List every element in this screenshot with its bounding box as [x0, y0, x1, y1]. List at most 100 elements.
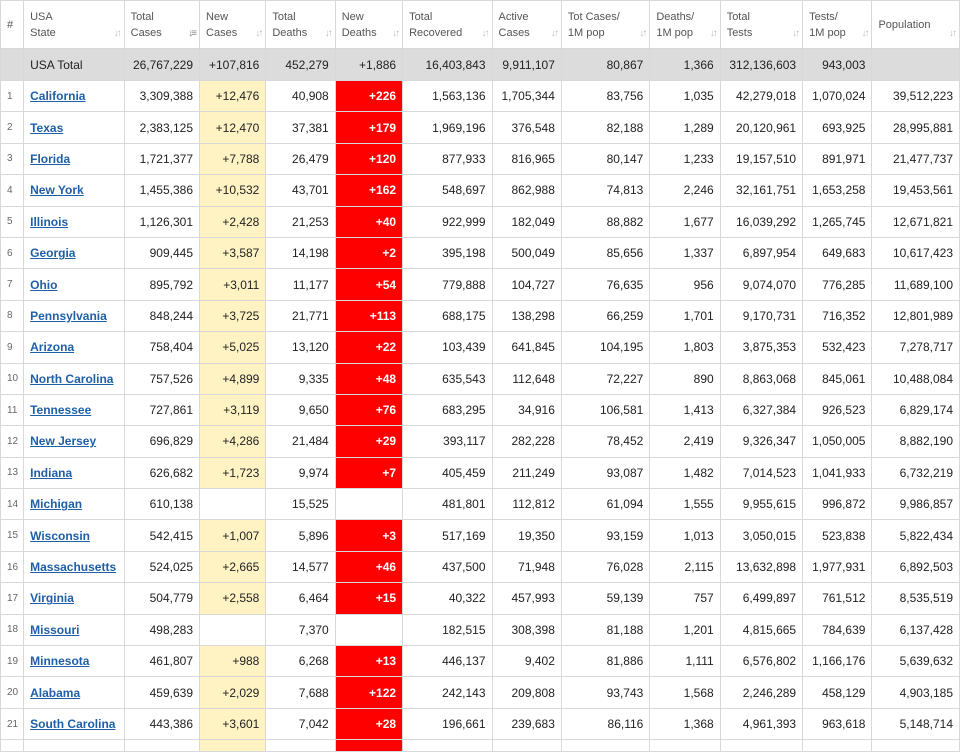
sort-arrows-icon[interactable]: ↓↑ — [255, 28, 263, 39]
total-cases-cell: 848,244 — [123, 299, 201, 333]
sort-arrows-icon[interactable]: ↓↑ — [392, 28, 400, 39]
tests-1m-cell: 784,639 — [802, 613, 873, 647]
active-cases-cell: 9,402 — [491, 645, 562, 678]
col-header-deaths-1m[interactable]: Deaths/ 1M pop ↓↑ — [649, 0, 721, 49]
table-row: 19 Minnesota 461,807 +988 6,268 +13 446,137 9,4… — [0, 645, 960, 678]
state-link[interactable]: North Carolina — [30, 371, 114, 386]
col-header-total-recovered[interactable]: Total Recovered ↓↑ — [402, 0, 493, 49]
sort-arrows-icon[interactable]: ↓↑ — [792, 28, 800, 39]
row-number: 17 — [0, 582, 25, 615]
state-link[interactable]: New Jersey — [30, 434, 97, 449]
row-number: 9 — [0, 331, 25, 364]
row-number: 2 — [0, 111, 25, 144]
sort-arrows-icon[interactable]: ↓↑ — [481, 28, 490, 39]
state-link[interactable]: Minnesota — [30, 654, 90, 669]
state-link[interactable]: Ohio — [30, 277, 58, 292]
tests-1m-cell: 761,512 — [802, 582, 873, 615]
total-deaths-cell: 21,484 — [265, 425, 336, 458]
state-cell: North Carolina — [23, 362, 125, 395]
state-link[interactable]: South Carolina — [30, 717, 116, 731]
active-cases-cell: 104,727 — [491, 268, 562, 301]
active-cases-cell: 182,049 — [491, 205, 562, 238]
sort-arrows-icon[interactable]: ↓↑ — [550, 28, 559, 39]
col-header-total-tests[interactable]: Total Tests ↓↑ — [719, 0, 804, 49]
new-deaths-cell — [334, 613, 404, 647]
state-link[interactable]: Florida — [30, 151, 71, 166]
state-link[interactable]: Michigan — [30, 497, 83, 512]
state-link[interactable]: Wisconsin — [30, 528, 91, 543]
state-link[interactable]: Massachusetts — [30, 560, 117, 575]
usa-total-row: USA Total 26,767,229 +107,816 452,279 +1… — [0, 48, 960, 81]
state-cell: Florida — [23, 142, 125, 176]
col-header-new-cases[interactable]: New Cases ↓↑ — [199, 0, 267, 49]
sort-arrows-icon[interactable]: ↓↑ — [949, 28, 957, 39]
total-recovered-cell: 548,697 — [402, 174, 493, 207]
state-link[interactable]: New York — [30, 183, 84, 198]
state-cell: Arizona — [23, 331, 125, 364]
new-deaths-cell: +40 — [334, 205, 404, 238]
sort-arrows-icon[interactable]: ↓↑ — [113, 28, 122, 39]
table-row: 5 Illinois 1,126,301 +2,428 21,253 +40 922,999… — [0, 205, 960, 238]
deaths-1m-cell: 1,337 — [649, 236, 721, 270]
col-header-tot-cases-1m[interactable]: Tot Cases/ 1M pop ↓↑ — [560, 0, 651, 49]
total-total-recovered: 16,403,843 — [402, 48, 493, 81]
state-link[interactable]: Arizona — [30, 340, 75, 355]
state-link[interactable]: Missouri — [30, 622, 80, 637]
state-link[interactable]: Illinois — [30, 214, 69, 229]
state-link[interactable]: Alabama — [30, 685, 81, 700]
col-header-total-cases[interactable]: Total Cases ↓≡ — [123, 0, 201, 49]
col-header-tests-1m[interactable]: Tests/ 1M pop ↓↑ — [802, 0, 873, 49]
total-cases-cell: 696,829 — [123, 425, 201, 458]
active-cases-cell: 376,548 — [491, 111, 562, 144]
sort-arrows-icon[interactable]: ↓↑ — [324, 28, 333, 39]
sort-arrows-icon[interactable]: ↓↑ — [861, 28, 869, 39]
total-recovered-cell: 635,543 — [402, 362, 493, 395]
new-deaths-cell: +3 — [334, 519, 404, 552]
total-recovered-cell: 1,969,196 — [402, 111, 493, 144]
population-cell: 8,535,519 — [871, 582, 960, 615]
total-recovered-cell: 481,801 — [402, 488, 493, 521]
state-link[interactable]: California — [30, 89, 86, 104]
deaths-1m-cell: 1,111 — [649, 645, 721, 678]
col-header-total-deaths[interactable]: Total Deaths ↓↑ — [265, 0, 336, 49]
state-link[interactable]: Indiana — [30, 465, 73, 480]
col-header-num[interactable]: # — [0, 0, 25, 49]
population-cell: 39,512,223 — [871, 79, 960, 113]
state-link[interactable]: Virginia — [30, 591, 74, 606]
new-cases-cell — [199, 488, 267, 521]
total-tests-cell: 2,246,289 — [719, 676, 804, 709]
state-link[interactable]: Texas — [30, 120, 64, 135]
total-recovered-cell: 242,143 — [402, 676, 493, 709]
partial-cell — [871, 739, 960, 752]
tot-cases-1m-cell: 104,195 — [560, 331, 651, 364]
total-deaths-cell: 15,525 — [265, 488, 336, 521]
tot-cases-1m-cell: 83,756 — [560, 79, 651, 113]
col-header-state[interactable]: USA State ↓↑ — [23, 0, 125, 49]
population-cell: 21,477,737 — [871, 142, 960, 176]
state-link[interactable]: Pennsylvania — [30, 308, 107, 323]
state-link[interactable]: Tennessee — [30, 403, 92, 418]
total-recovered-cell: 437,500 — [402, 550, 493, 584]
table-row: 21 South Carolina 443,386 +3,601 7,042 +28 196… — [0, 707, 960, 741]
sort-desc-icon[interactable]: ↓≡ — [188, 28, 197, 39]
population-cell: 12,801,989 — [871, 299, 960, 333]
col-header-new-deaths[interactable]: New Deaths ↓↑ — [334, 0, 404, 49]
sort-arrows-icon[interactable]: ↓↑ — [709, 28, 718, 39]
col-header-population[interactable]: Population ↓↑ — [871, 0, 960, 49]
new-cases-cell: +3,725 — [199, 299, 267, 333]
sort-arrows-icon[interactable]: ↓↑ — [639, 28, 647, 39]
tot-cases-1m-cell: 61,094 — [560, 488, 651, 521]
state-link[interactable]: Georgia — [30, 246, 76, 261]
row-number: 14 — [0, 488, 25, 521]
total-recovered-cell: 517,169 — [402, 519, 493, 552]
total-new-deaths: +1,886 — [334, 48, 404, 81]
active-cases-cell: 211,249 — [491, 456, 562, 490]
row-number: 20 — [0, 676, 25, 709]
new-cases-cell: +5,025 — [199, 331, 267, 364]
col-header-active-cases[interactable]: Active Cases ↓↑ — [491, 0, 562, 49]
total-tests-1m: 943,003 — [802, 48, 873, 81]
deaths-1m-cell: 1,233 — [649, 142, 721, 176]
state-cell: Michigan — [23, 488, 125, 521]
table-row-partial — [0, 739, 960, 752]
row-number: 4 — [0, 174, 25, 207]
